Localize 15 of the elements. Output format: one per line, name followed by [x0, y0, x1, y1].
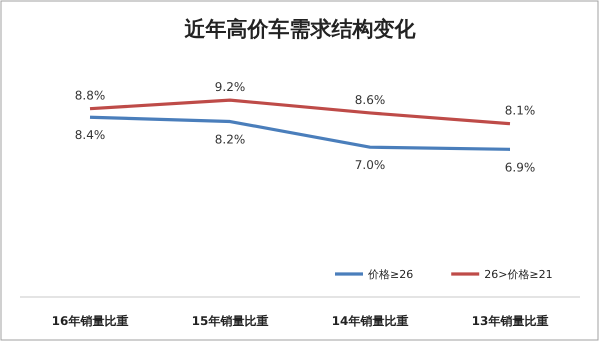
- legend-label: 26>价格≥21: [484, 268, 553, 281]
- data-label: 8.8%: [74, 88, 106, 103]
- x-tick-label: 15年销量比重: [192, 314, 268, 328]
- data-label: 7.0%: [354, 158, 386, 172]
- chart-title: 近年高价车需求结构变化: [184, 17, 416, 41]
- data-label: 8.2%: [214, 132, 246, 147]
- x-tick-label: 16年销量比重: [52, 314, 128, 328]
- data-label: 8.6%: [354, 92, 386, 107]
- legend-label: 价格≥26: [367, 268, 414, 281]
- data-label: 8.4%: [74, 128, 106, 142]
- data-label: 8.1%: [504, 104, 536, 118]
- x-tick-label: 13年销量比重: [472, 314, 548, 328]
- data-label: 9.2%: [214, 80, 246, 94]
- x-tick-label: 14年销量比重: [332, 314, 408, 328]
- data-label: 6.9%: [504, 160, 536, 174]
